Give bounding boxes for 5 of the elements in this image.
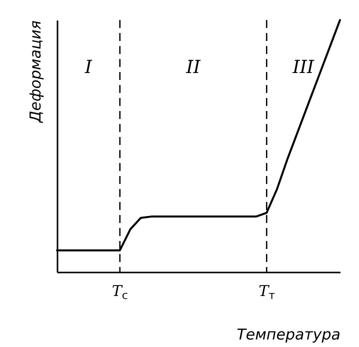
x-axis-title: Температура bbox=[236, 326, 340, 344]
annotation: II bbox=[185, 57, 202, 78]
annotation: III bbox=[292, 57, 315, 78]
annotation: I bbox=[84, 57, 93, 78]
y-axis-title: Деформация bbox=[26, 20, 44, 124]
